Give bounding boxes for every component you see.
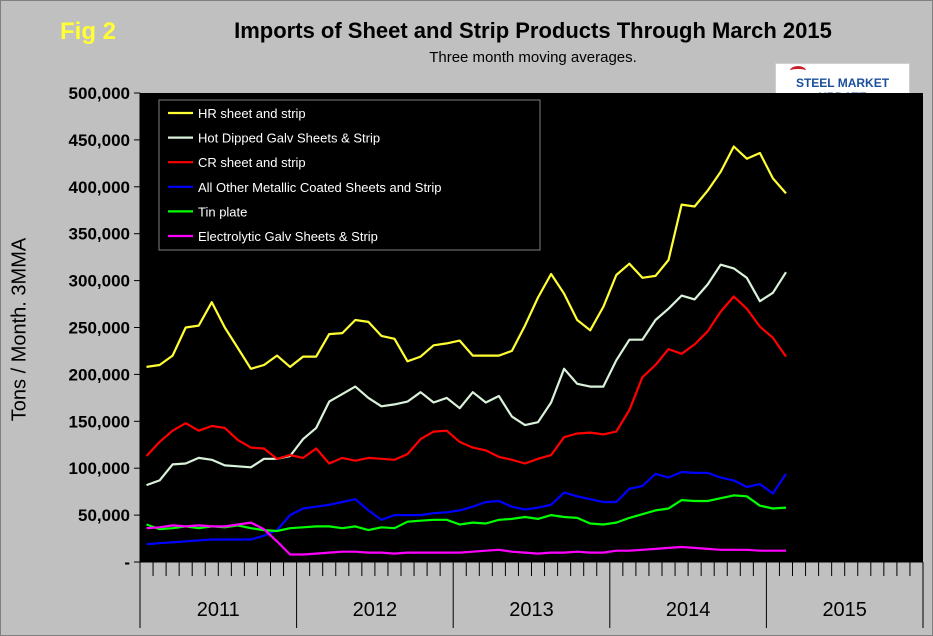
- y-tick-label: -: [124, 553, 130, 572]
- y-tick-label: 350,000: [69, 225, 130, 244]
- legend: HR sheet and strip Hot Dipped Galv Sheets…: [158, 99, 541, 251]
- y-tick-label: 200,000: [69, 365, 130, 384]
- legend-label: Hot Dipped Galv Sheets & Strip: [198, 131, 380, 146]
- legend-label: HR sheet and strip: [198, 106, 306, 121]
- figure-label: Fig 2: [60, 18, 117, 45]
- x-year-label: 2015: [822, 599, 867, 621]
- series-line-3: [146, 470, 787, 546]
- x-year-label: 2011: [197, 599, 240, 621]
- legend-label: Tin plate: [198, 204, 247, 219]
- x-year-label: 2012: [353, 599, 398, 621]
- x-year-label: 2014: [666, 599, 711, 621]
- y-tick-label: 250,000: [69, 319, 130, 338]
- y-axis: - 50,000 100,000 150,000 200,000 250,000 300,0…: [69, 84, 141, 572]
- x-axis: 2011 2012 2013 2014 2015: [139, 561, 924, 628]
- y-tick-label: 100,000: [69, 459, 130, 478]
- series-line-2: [145, 295, 787, 465]
- y-tick-label: 300,000: [69, 272, 130, 291]
- chart-title: Imports of Sheet and Strip Products Thro…: [234, 18, 832, 43]
- y-tick-label: 400,000: [69, 178, 130, 197]
- y-tick-label: 50,000: [78, 506, 130, 525]
- x-year-label: 2013: [509, 599, 554, 621]
- series-line-0: [146, 145, 787, 370]
- series-line-4: [146, 494, 787, 533]
- legend-label: Electrolytic Galv Sheets & Strip: [198, 229, 378, 244]
- series-lines: [145, 145, 787, 556]
- logo-swoosh-icon: [790, 66, 806, 75]
- series-line-5: [146, 521, 786, 556]
- legend-box: [158, 99, 541, 251]
- chart-subtitle: Three month moving averages.: [429, 49, 637, 66]
- y-tick-label: 500,000: [69, 84, 130, 103]
- y-tick-label: 450,000: [69, 131, 130, 150]
- y-tick-label: 150,000: [69, 412, 130, 431]
- legend-label: All Other Metallic Coated Sheets and Str…: [198, 180, 442, 195]
- series-line-1: [146, 263, 787, 487]
- legend-label: CR sheet and strip: [198, 155, 306, 170]
